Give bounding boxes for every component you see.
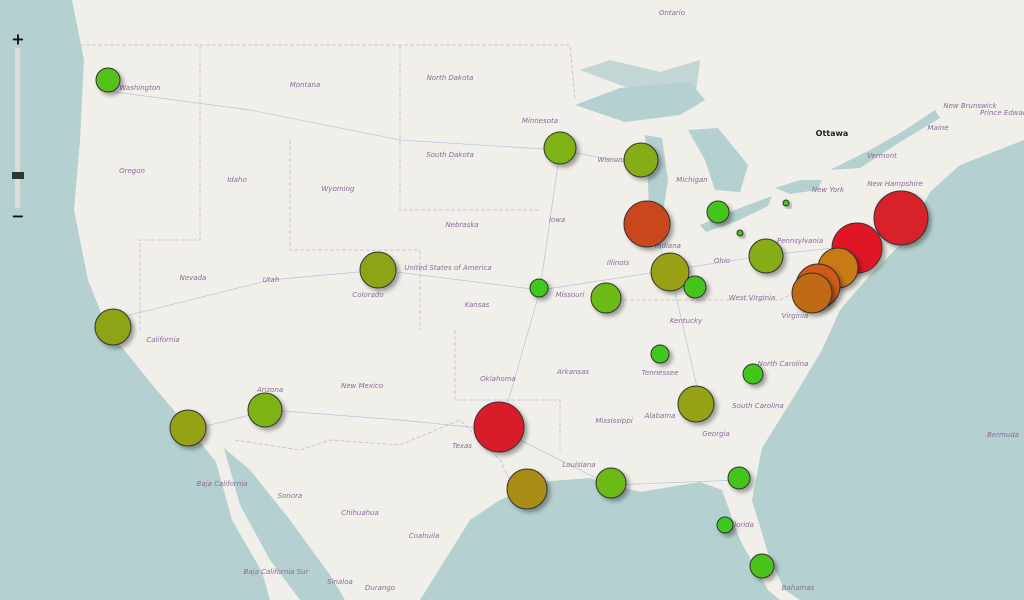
place-label: Ohio (714, 257, 730, 265)
place-label: West Virginia (729, 294, 776, 302)
place-label: New Hampshire (867, 180, 923, 188)
place-labels: Ontario North Dakota Montana Washington Minn… (119, 9, 1024, 592)
place-label: Baja California (197, 480, 248, 488)
place-label: Wyoming (322, 185, 356, 193)
place-label: Coahuila (409, 532, 440, 540)
place-label: Missouri (556, 291, 585, 299)
place-label: Ontario (659, 9, 685, 17)
place-label: New Brunswick (943, 102, 997, 110)
marker[interactable] (623, 200, 671, 248)
place-label: Nevada (180, 274, 207, 282)
place-label: New Mexico (341, 382, 383, 390)
marker[interactable] (590, 282, 622, 314)
place-label: Maine (927, 124, 948, 132)
zoom-in[interactable]: + (11, 30, 24, 49)
marker[interactable] (749, 553, 775, 579)
place-label: South Dakota (426, 151, 474, 159)
place-label: Arizona (256, 386, 283, 394)
place-label: Vermont (867, 152, 897, 160)
marker[interactable] (650, 252, 690, 292)
marker[interactable] (782, 199, 790, 207)
place-label: Colorado (352, 291, 383, 299)
marker[interactable] (247, 392, 283, 428)
marker[interactable] (506, 468, 548, 510)
place-label: Texas (452, 442, 472, 450)
place-label: Louisiana (562, 461, 595, 469)
place-label: Durango (365, 584, 395, 592)
marker[interactable] (716, 516, 734, 534)
place-label: New York (812, 186, 845, 194)
marker[interactable] (543, 131, 577, 165)
zoom-out[interactable]: − (11, 207, 24, 226)
markers (94, 67, 929, 579)
marker[interactable] (359, 251, 397, 289)
place-label: North Carolina (758, 360, 809, 368)
place-label: South Carolina (732, 402, 784, 410)
marker[interactable] (623, 142, 659, 178)
place-label: Montana (290, 81, 321, 89)
marker[interactable] (94, 308, 132, 346)
place-label: Washington (119, 84, 160, 92)
zoom-slider-track (15, 48, 20, 208)
place-label: California (146, 336, 179, 344)
place-label: Florida (730, 521, 754, 529)
marker[interactable] (873, 190, 929, 246)
place-label: Bermuda (987, 431, 1019, 439)
zoom-control: + − (11, 30, 24, 226)
place-label: Arkansas (556, 368, 589, 376)
marker[interactable] (748, 238, 784, 274)
place-label: Wisconsin (597, 156, 632, 164)
place-label: Minnesota (522, 117, 558, 125)
marker[interactable] (683, 275, 707, 299)
place-label: Baja California Sur (244, 568, 310, 576)
marker[interactable] (95, 67, 121, 93)
place-label: Bahamas (782, 584, 815, 592)
place-label: Michigan (676, 176, 707, 184)
marker[interactable] (473, 401, 525, 453)
city-label: Ottawa (816, 129, 849, 138)
zoom-slider-handle[interactable] (12, 172, 24, 179)
place-label: Oregon (119, 167, 145, 175)
marker[interactable] (595, 467, 627, 499)
place-label: Tennessee (642, 369, 679, 377)
marker[interactable] (677, 385, 715, 423)
place-label: Mississippi (595, 417, 632, 425)
marker[interactable] (529, 278, 549, 298)
marker[interactable] (736, 229, 744, 237)
place-label: Sinaloa (327, 578, 353, 586)
place-label: Alabama (644, 412, 676, 420)
place-label: Illinois (607, 259, 630, 267)
place-label: Pennsylvania (777, 237, 823, 245)
place-label: Virginia (782, 312, 809, 320)
place-label: Idaho (227, 176, 247, 184)
place-label: Sonora (278, 492, 303, 500)
place-label: United States of America (404, 264, 491, 272)
place-label: Kansas (465, 301, 490, 309)
place-label: Georgia (702, 430, 730, 438)
marker[interactable] (727, 466, 751, 490)
marker[interactable] (650, 344, 670, 364)
place-label: Indiana (655, 242, 681, 250)
place-label: Utah (263, 276, 280, 284)
place-label: North Dakota (427, 74, 474, 82)
place-label: Kentucky (670, 317, 703, 325)
place-label: Chihuahua (341, 509, 379, 517)
place-label: Nebraska (445, 221, 478, 229)
marker[interactable] (706, 200, 730, 224)
marker[interactable] (169, 409, 207, 447)
marker[interactable] (742, 363, 764, 385)
marker[interactable] (791, 272, 833, 314)
place-label: Prince Edward (980, 109, 1024, 117)
place-label: Iowa (549, 216, 565, 224)
place-label: Oklahoma (480, 375, 516, 383)
